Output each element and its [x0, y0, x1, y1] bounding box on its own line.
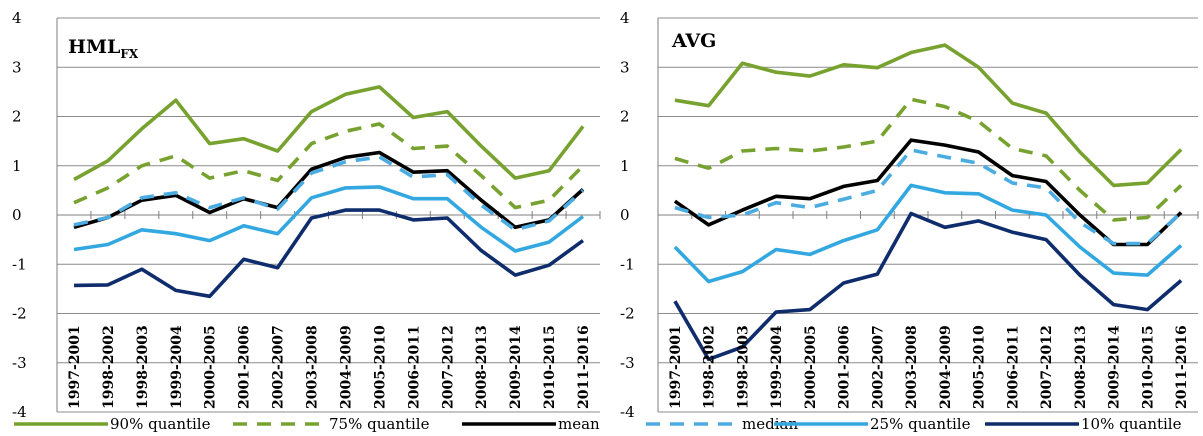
x-tick-label: 2010-2015	[1140, 325, 1156, 409]
x-tick-label: 2000-2005	[203, 325, 219, 409]
legend-entry: 90% quantile	[14, 415, 211, 433]
chart-title: HMLFX	[68, 36, 139, 61]
x-tick-label: 1997-2001	[67, 325, 83, 409]
chart-title: AVG	[671, 30, 716, 52]
y-tick-label: -3	[620, 354, 635, 372]
series-line	[673, 183, 1183, 284]
legend-label: 10% quantile	[1081, 415, 1182, 433]
x-tick-label: 2006-2011	[406, 325, 422, 409]
y-tick-label: 1	[12, 157, 22, 175]
chart-title-subscript: FX	[120, 47, 139, 61]
y-tick-label: 4	[12, 9, 22, 27]
x-tick-label: 2002-2007	[870, 325, 886, 409]
x-tick-label: 2003-2008	[904, 325, 920, 409]
legend-label: 25% quantile	[870, 415, 971, 433]
x-tick-label: 2003-2008	[305, 325, 321, 409]
y-tick-label: -1	[620, 255, 635, 273]
x-tick-label: 2004-2009	[938, 325, 954, 409]
x-tick-label: 1997-2001	[668, 325, 684, 409]
x-tick-label: 2011-2016	[576, 325, 592, 409]
x-tick-label: 1998-2003	[735, 325, 751, 409]
series-line	[73, 150, 585, 230]
x-tick-label: 2008-2013	[1073, 325, 1089, 409]
series-line	[673, 138, 1183, 247]
y-tick-label: 2	[12, 108, 22, 126]
series-line	[73, 185, 585, 253]
legend-entry: median	[646, 415, 798, 433]
chart-hml-fx: HMLFX -4 -3 -2 -1 0 1 2 3 4 1997-2001 1998-2002 199…	[12, 9, 601, 421]
x-tick-label: 2005-2010	[972, 325, 988, 409]
x-tick-label: 2007-2012	[440, 325, 456, 409]
x-tick-label: 2004-2009	[338, 325, 354, 409]
x-tick-label: 2006-2011	[1005, 325, 1021, 409]
series-line	[674, 43, 1183, 188]
y-tick-label: 3	[12, 58, 22, 76]
series-line	[73, 85, 585, 182]
x-tick-label: 2011-2016	[1174, 325, 1190, 409]
legend-entry: 75% quantile	[233, 415, 430, 433]
y-tick-label: -2	[12, 305, 27, 323]
legend-entry: 25% quantile	[774, 415, 971, 433]
y-tick-label: -4	[12, 403, 27, 421]
legend-label: 90% quantile	[110, 415, 211, 433]
gridlines	[658, 17, 1198, 413]
y-tick-label: -2	[620, 305, 635, 323]
x-tick-label: 2002-2007	[271, 325, 287, 409]
series-line	[674, 97, 1183, 222]
legend: 90% quantile 75% quantile mean median 25% qu…	[14, 415, 1182, 433]
x-tick-label: 2000-2005	[803, 325, 819, 409]
x-tick-label: 2009-2014	[508, 325, 524, 409]
series-line	[674, 148, 1183, 246]
x-tick-label: 2010-2015	[542, 325, 558, 409]
legend-label: 75% quantile	[329, 415, 430, 433]
series-line	[673, 211, 1183, 362]
x-tick-label: 1999-2004	[169, 325, 185, 409]
y-tick-label: 4	[620, 9, 630, 27]
y-tick-label: 3	[620, 58, 630, 76]
x-tick-label: 2001-2006	[237, 325, 253, 409]
x-tick-label: 2007-2012	[1039, 325, 1055, 409]
y-tick-label: 0	[12, 206, 22, 224]
x-tick-label: 1998-2002	[101, 325, 117, 409]
legend-entry: mean	[462, 415, 600, 433]
x-tick-label: 2009-2014	[1107, 325, 1123, 409]
y-tick-label: 0	[620, 206, 630, 224]
legend-label: median	[742, 415, 798, 433]
x-tick-label: 2005-2010	[372, 325, 388, 409]
series-line	[73, 122, 585, 210]
y-tick-label: -1	[12, 255, 27, 273]
y-tick-label: -3	[12, 354, 27, 372]
x-tick-label: 1998-2003	[135, 325, 151, 409]
legend-entry: 10% quantile	[985, 415, 1182, 433]
x-tick-label: 1999-2004	[769, 325, 785, 409]
x-tick-label: 2001-2006	[837, 325, 853, 409]
y-tick-label: 1	[620, 157, 630, 175]
y-tick-label: 2	[620, 108, 630, 126]
x-tick-label: 2008-2013	[474, 325, 490, 409]
x-tick-label: 1998-2002	[702, 325, 718, 409]
legend-label: mean	[558, 415, 600, 433]
series-line	[73, 208, 585, 299]
chart-avg: AVG -4 -3 -2 -1 0 1 2 3 4 1997-2001 1998-2002 1998-…	[620, 9, 1199, 421]
y-tick-label: -4	[620, 403, 635, 421]
